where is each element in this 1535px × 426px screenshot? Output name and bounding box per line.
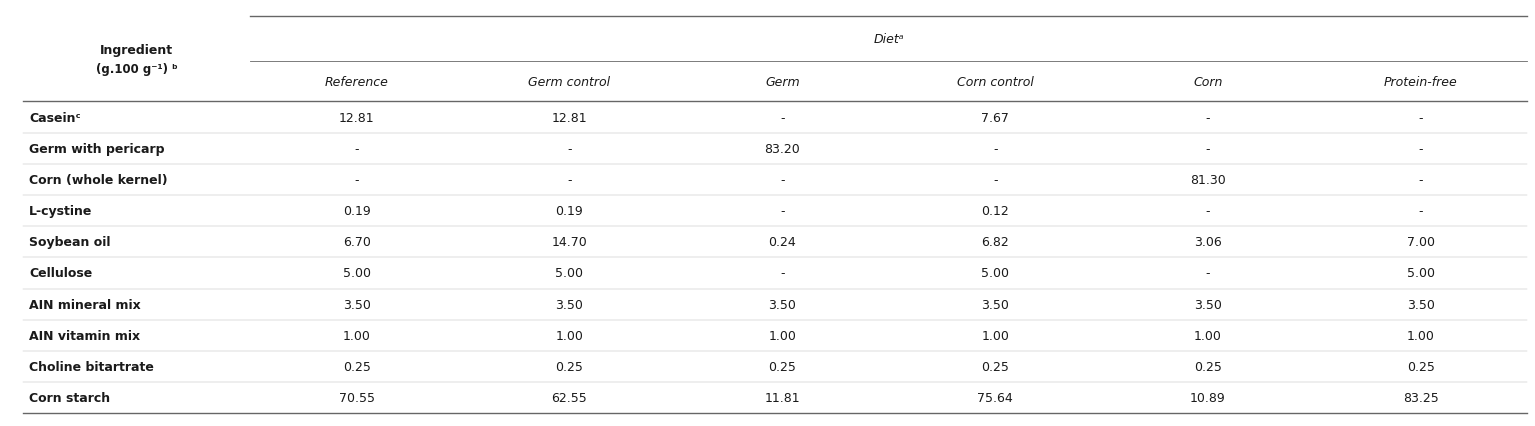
Text: -: - [1418, 111, 1423, 124]
Text: 5.00: 5.00 [981, 267, 1008, 280]
Text: 1.00: 1.00 [556, 329, 583, 342]
Text: Corn: Corn [1193, 75, 1223, 89]
Text: -: - [355, 142, 359, 155]
Text: (g.100 g⁻¹) ᵇ: (g.100 g⁻¹) ᵇ [95, 63, 178, 75]
Text: -: - [1207, 204, 1210, 218]
Text: 5.00: 5.00 [342, 267, 370, 280]
Text: 83.25: 83.25 [1403, 391, 1438, 404]
Text: 3.50: 3.50 [556, 298, 583, 311]
Text: 12.81: 12.81 [339, 111, 375, 124]
Text: 0.12: 0.12 [981, 204, 1008, 218]
Text: 3.50: 3.50 [981, 298, 1008, 311]
Text: -: - [780, 204, 784, 218]
Text: -: - [568, 142, 571, 155]
Text: -: - [1418, 204, 1423, 218]
Text: 81.30: 81.30 [1190, 173, 1226, 187]
Text: Caseinᶜ: Caseinᶜ [29, 111, 81, 124]
Text: 1.00: 1.00 [981, 329, 1008, 342]
Text: Germ with pericarp: Germ with pericarp [29, 142, 164, 155]
Text: 83.20: 83.20 [764, 142, 800, 155]
Text: 6.82: 6.82 [981, 236, 1008, 249]
Text: -: - [355, 173, 359, 187]
Text: 0.19: 0.19 [342, 204, 370, 218]
Text: 0.24: 0.24 [769, 236, 797, 249]
Text: -: - [993, 173, 998, 187]
Text: 3.50: 3.50 [1194, 298, 1222, 311]
Text: -: - [780, 267, 784, 280]
Text: -: - [568, 173, 571, 187]
Text: AIN vitamin mix: AIN vitamin mix [29, 329, 140, 342]
Text: 0.25: 0.25 [1408, 360, 1435, 373]
Text: 0.25: 0.25 [981, 360, 1008, 373]
Text: Corn control: Corn control [956, 75, 1033, 89]
Text: 1.00: 1.00 [342, 329, 370, 342]
Text: -: - [1418, 173, 1423, 187]
Text: 5.00: 5.00 [556, 267, 583, 280]
Text: -: - [780, 173, 784, 187]
Text: 70.55: 70.55 [339, 391, 375, 404]
Text: 3.06: 3.06 [1194, 236, 1222, 249]
Text: 7.67: 7.67 [981, 111, 1008, 124]
Text: 1.00: 1.00 [1194, 329, 1222, 342]
Text: 1.00: 1.00 [769, 329, 797, 342]
Text: 12.81: 12.81 [551, 111, 588, 124]
Text: 0.19: 0.19 [556, 204, 583, 218]
Text: Reference: Reference [325, 75, 388, 89]
Text: L-cystine: L-cystine [29, 204, 92, 218]
Text: -: - [1207, 142, 1210, 155]
Text: Ingredient: Ingredient [100, 44, 173, 57]
Text: Corn starch: Corn starch [29, 391, 111, 404]
Text: 1.00: 1.00 [1408, 329, 1435, 342]
Text: 0.25: 0.25 [769, 360, 797, 373]
Text: -: - [780, 111, 784, 124]
Text: 7.00: 7.00 [1408, 236, 1435, 249]
Text: Corn (whole kernel): Corn (whole kernel) [29, 173, 167, 187]
Text: Choline bitartrate: Choline bitartrate [29, 360, 154, 373]
Text: 10.89: 10.89 [1190, 391, 1226, 404]
Text: 3.50: 3.50 [769, 298, 797, 311]
Text: Protein-free: Protein-free [1385, 75, 1458, 89]
Text: -: - [993, 142, 998, 155]
Text: 3.50: 3.50 [1408, 298, 1435, 311]
Text: 0.25: 0.25 [1194, 360, 1222, 373]
Text: AIN mineral mix: AIN mineral mix [29, 298, 141, 311]
Text: 11.81: 11.81 [764, 391, 800, 404]
Text: 0.25: 0.25 [342, 360, 370, 373]
Text: Germ: Germ [764, 75, 800, 89]
Text: -: - [1207, 267, 1210, 280]
Text: 0.25: 0.25 [556, 360, 583, 373]
Text: -: - [1207, 111, 1210, 124]
Text: 3.50: 3.50 [342, 298, 370, 311]
Text: Germ control: Germ control [528, 75, 611, 89]
Text: Cellulose: Cellulose [29, 267, 92, 280]
Text: 14.70: 14.70 [551, 236, 588, 249]
Text: Dietᵃ: Dietᵃ [873, 33, 904, 46]
Text: 6.70: 6.70 [342, 236, 370, 249]
Text: Soybean oil: Soybean oil [29, 236, 111, 249]
Text: -: - [1418, 142, 1423, 155]
Text: 75.64: 75.64 [978, 391, 1013, 404]
Text: 5.00: 5.00 [1408, 267, 1435, 280]
Text: 62.55: 62.55 [551, 391, 588, 404]
